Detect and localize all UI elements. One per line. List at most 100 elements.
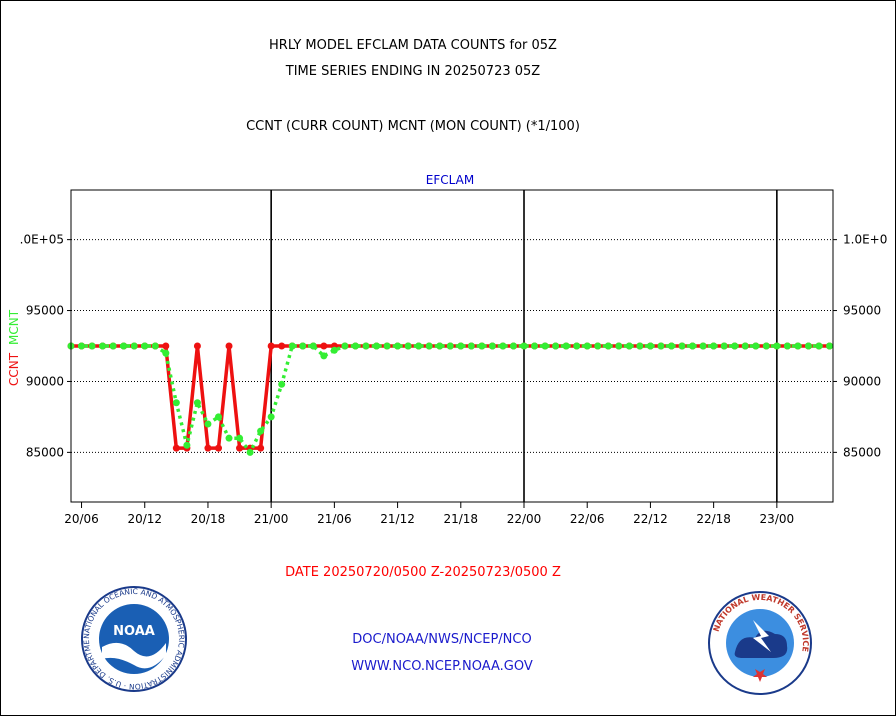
point-mcnt <box>446 342 454 350</box>
point-mcnt <box>362 342 370 350</box>
nws-logo: NATIONAL WEATHER SERVICE <box>708 591 812 695</box>
point-mcnt <box>309 342 317 350</box>
point-mcnt <box>193 399 201 407</box>
y-tick-label-left: .0E+05 <box>20 233 64 247</box>
point-mcnt <box>225 434 233 442</box>
point-mcnt <box>88 342 96 350</box>
header-line-3: CCNT (CURR COUNT) MCNT (MON COUNT) (*1/1… <box>246 119 580 134</box>
point-mcnt <box>699 342 707 350</box>
x-tick-label: 22/12 <box>633 512 668 526</box>
x-tick-label: 22/00 <box>507 512 542 526</box>
point-mcnt <box>741 342 749 350</box>
point-mcnt <box>436 342 444 350</box>
point-mcnt <box>109 342 117 350</box>
series-line-mcnt <box>71 344 830 456</box>
point-mcnt <box>531 342 539 350</box>
point-mcnt <box>299 342 307 350</box>
point-ccnt <box>278 342 286 350</box>
point-mcnt <box>394 342 402 350</box>
point-mcnt <box>520 342 528 350</box>
point-mcnt <box>183 441 191 449</box>
point-mcnt <box>162 349 170 357</box>
footer-link-www[interactable]: WWW.NCO.NCEP.NOAA.GOV <box>351 659 533 674</box>
point-mcnt <box>478 342 486 350</box>
point-ccnt <box>193 342 201 350</box>
point-ccnt <box>320 342 328 350</box>
point-mcnt <box>415 342 423 350</box>
x-tick-label: 20/12 <box>127 512 162 526</box>
x-tick-label: 21/06 <box>317 512 352 526</box>
x-tick-label: 21/00 <box>254 512 289 526</box>
point-mcnt <box>467 342 475 350</box>
point-mcnt <box>583 342 591 350</box>
point-mcnt <box>667 342 675 350</box>
y-tick-label-left: 90000 <box>26 374 64 388</box>
x-tick-label: 22/18 <box>696 512 731 526</box>
svg-text:NOAA: NOAA <box>113 624 155 639</box>
point-mcnt <box>826 342 834 350</box>
y-tick-label-right: 90000 <box>843 374 881 388</box>
point-ccnt <box>172 444 180 452</box>
point-mcnt <box>646 342 654 350</box>
point-mcnt <box>330 346 338 354</box>
plot-frame <box>70 189 834 503</box>
header-line-1: HRLY MODEL EFCLAM DATA COUNTS for 05Z <box>269 38 557 53</box>
point-mcnt <box>541 342 549 350</box>
y-tick-label-left: 85000 <box>26 445 64 459</box>
y-tick-label-right: 95000 <box>843 304 881 318</box>
header-line-2: TIME SERIES ENDING IN 20250723 05Z <box>285 64 541 79</box>
point-mcnt <box>657 342 665 350</box>
y-tick-label-left: 95000 <box>26 304 64 318</box>
point-mcnt <box>720 342 728 350</box>
point-mcnt <box>351 342 359 350</box>
point-mcnt <box>678 342 686 350</box>
point-mcnt <box>573 342 581 350</box>
point-mcnt <box>151 342 159 350</box>
point-mcnt <box>78 342 86 350</box>
point-mcnt <box>246 448 254 456</box>
y-tick-label-right: 85000 <box>843 445 881 459</box>
x-tick-label: 22/06 <box>570 512 605 526</box>
point-mcnt <box>615 342 623 350</box>
point-mcnt <box>604 342 612 350</box>
point-mcnt <box>804 342 812 350</box>
x-tick-label: 20/06 <box>64 512 99 526</box>
point-mcnt <box>457 342 465 350</box>
point-mcnt <box>509 342 517 350</box>
footer-link-doc[interactable]: DOC/NOAA/NWS/NCEP/NCO <box>352 632 532 647</box>
point-mcnt <box>783 342 791 350</box>
point-mcnt <box>204 420 212 428</box>
point-mcnt <box>141 342 149 350</box>
point-mcnt <box>562 342 570 350</box>
x-tick-label: 23/00 <box>760 512 795 526</box>
point-mcnt <box>752 342 760 350</box>
series-line-ccnt <box>71 344 830 450</box>
x-tick-label: 21/12 <box>380 512 415 526</box>
point-mcnt <box>689 342 697 350</box>
point-ccnt <box>204 444 212 452</box>
point-ccnt <box>214 444 222 452</box>
point-ccnt <box>267 342 275 350</box>
point-mcnt <box>731 342 739 350</box>
point-mcnt <box>320 352 328 360</box>
point-mcnt <box>425 342 433 350</box>
point-mcnt <box>794 342 802 350</box>
point-ccnt <box>236 444 244 452</box>
point-ccnt <box>257 444 265 452</box>
point-mcnt <box>488 342 496 350</box>
point-mcnt <box>404 342 412 350</box>
noaa-logo: NATIONAL OCEANIC AND ATMOSPHERIC ADMINIS… <box>80 585 187 692</box>
point-mcnt <box>625 342 633 350</box>
x-tick-label: 20/18 <box>191 512 226 526</box>
point-ccnt <box>162 342 170 350</box>
y-axis-label-ccnt: CCNT <box>7 352 21 386</box>
point-mcnt <box>773 342 781 350</box>
point-mcnt <box>341 342 349 350</box>
point-mcnt <box>762 342 770 350</box>
point-mcnt <box>552 342 560 350</box>
label-layer: 85000 85000 90000 90000 95000 95000 .0E+05 1.0E… <box>7 173 887 526</box>
point-mcnt <box>373 342 381 350</box>
point-mcnt <box>710 342 718 350</box>
